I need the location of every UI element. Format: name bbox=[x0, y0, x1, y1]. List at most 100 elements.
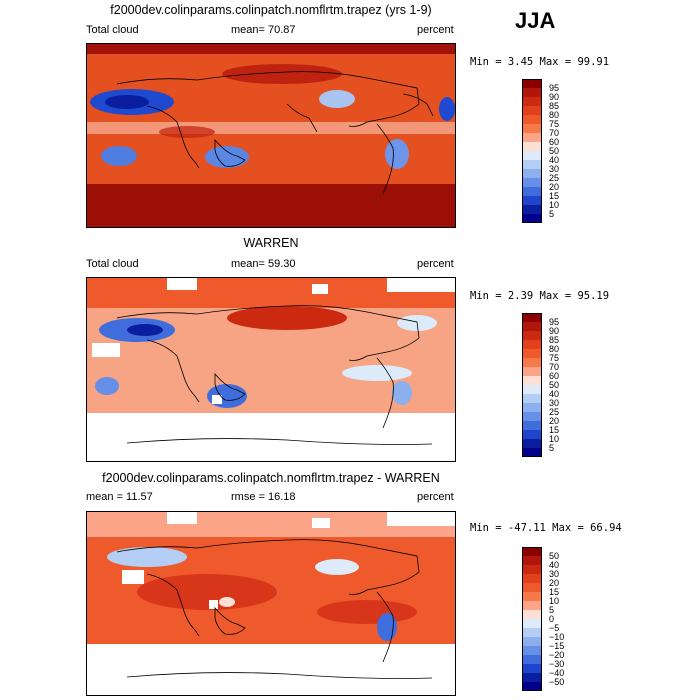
panel3-colorbar-label: 15 bbox=[549, 587, 560, 597]
panel1-low-cloud-core bbox=[105, 95, 149, 109]
panel2-colorbar-swatch bbox=[522, 313, 542, 322]
panel1-map bbox=[86, 43, 456, 228]
panel3-colorbar-swatch bbox=[522, 556, 542, 565]
panel2-units-label: percent bbox=[417, 258, 454, 270]
panel1-colorbar-swatch bbox=[522, 196, 542, 205]
panel2-title: WARREN bbox=[243, 236, 299, 250]
panel2-colorbar-swatch bbox=[522, 340, 542, 349]
panel2-missing-data bbox=[167, 278, 197, 290]
panel2-colorbar-swatch bbox=[522, 430, 542, 439]
panel2-missing-data bbox=[87, 413, 455, 461]
panel1-colorbar-swatch bbox=[522, 88, 542, 97]
panel3-colorbar-label: −10 bbox=[549, 632, 565, 642]
panel2-colorbar-swatch bbox=[522, 331, 542, 340]
panel1-title: f2000dev.colinparams.colinpatch.nomflrtm… bbox=[110, 3, 432, 17]
panel2-minmax: Min = 2.39 Max = 95.19 bbox=[470, 290, 610, 302]
panel2-colorbar-label: 95 bbox=[549, 317, 560, 327]
panel1-colorbar-swatch bbox=[522, 142, 542, 151]
panel3-colorbar-swatch bbox=[522, 565, 542, 574]
panel2-colorbar-label: 10 bbox=[549, 434, 560, 444]
panel1-low-cloud-region bbox=[101, 146, 137, 166]
panel2-low-cloud-region bbox=[392, 381, 412, 405]
panel3-positive-region bbox=[317, 600, 417, 624]
panel2-missing-data bbox=[92, 343, 120, 357]
panel1-colorbar-swatch bbox=[522, 151, 542, 160]
panel1-units-label: percent bbox=[417, 24, 454, 36]
panel1-colorbar-swatch bbox=[522, 205, 542, 214]
panel1-colorbar-swatch bbox=[522, 115, 542, 124]
panel2-colorbar-label: 5 bbox=[549, 443, 555, 453]
panel3-colorbar-swatch bbox=[522, 601, 542, 610]
panel1-high-cloud-region bbox=[222, 64, 342, 84]
panel3-colorbar-label: −20 bbox=[549, 650, 565, 660]
panel1-colorbar-swatch bbox=[522, 187, 542, 196]
panel2-high-cloud-region bbox=[227, 306, 347, 330]
panel2-colorbar-label: 20 bbox=[549, 416, 560, 426]
panel1-colorbar-swatch bbox=[522, 214, 542, 223]
panel3-missing-data bbox=[87, 644, 455, 695]
panel3-colorbar-label: 30 bbox=[549, 569, 560, 579]
panel3-colorbar: 50 40 30 20 15 10 5 0 −5 −10 −15 −20 −30 −40 −50 bbox=[522, 547, 564, 691]
panel2-colorbar-swatch bbox=[522, 322, 542, 331]
panel1-colorbar-label: 40 bbox=[549, 155, 560, 165]
panel1-colorbar-swatch bbox=[522, 97, 542, 106]
panel3-colorbar-swatch bbox=[522, 619, 542, 628]
panel3-missing-data bbox=[387, 512, 455, 526]
panel2-colorbar-swatch bbox=[522, 421, 542, 430]
panel2-colorbar-swatch bbox=[522, 394, 542, 403]
panel1-variable-label: Total cloud bbox=[86, 24, 139, 36]
panel1-colorbar-label: 90 bbox=[549, 92, 560, 102]
panel3-missing-data bbox=[312, 518, 330, 528]
panel1-colorbar: 95 90 85 80 75 70 60 50 40 30 25 20 15 10 5 bbox=[522, 79, 559, 223]
panel3-colorbar-label: 5 bbox=[549, 605, 555, 615]
panel3-colorbar-swatch bbox=[522, 592, 542, 601]
panel2-colorbar-label: 50 bbox=[549, 380, 560, 390]
panel3-colorbar-swatch bbox=[522, 664, 542, 673]
panel2-map bbox=[86, 277, 456, 462]
panel2-low-cloud-core bbox=[127, 324, 163, 336]
panel1-colorbar-label: 15 bbox=[549, 191, 560, 201]
panel2-colorbar-swatch bbox=[522, 358, 542, 367]
panel3-colorbar-swatch bbox=[522, 574, 542, 583]
panel2-colorbar-label: 90 bbox=[549, 326, 560, 336]
panel2-coastlines bbox=[116, 305, 433, 445]
panel2-colorbar-label: 85 bbox=[549, 335, 560, 345]
panel2-colorbar-label: 40 bbox=[549, 389, 560, 399]
panel3-title: f2000dev.colinparams.colinpatch.nomflrtm… bbox=[102, 471, 440, 485]
panel1-colorbar-label: 30 bbox=[549, 164, 560, 174]
panel2-variable-label: Total cloud bbox=[86, 258, 139, 270]
panel2-missing-data bbox=[387, 278, 455, 292]
panel2-colorbar-label: 30 bbox=[549, 398, 560, 408]
panel2-low-cloud-region bbox=[342, 365, 412, 381]
panel1-colorbar-label: 95 bbox=[549, 83, 560, 93]
panel3-colorbar-label: 20 bbox=[549, 578, 560, 588]
panel1-colorbar-label: 50 bbox=[549, 146, 560, 156]
panel2-colorbar-label: 60 bbox=[549, 371, 560, 381]
panel3-colorbar-label: 50 bbox=[549, 551, 560, 561]
panel3-map bbox=[86, 511, 456, 696]
panel1-colorbar-swatch bbox=[522, 160, 542, 169]
season-label: JJA bbox=[515, 8, 556, 33]
panel1-colorbar-label: 75 bbox=[549, 119, 560, 129]
panel3-neutral-region bbox=[219, 597, 235, 607]
panel2-colorbar-label: 75 bbox=[549, 353, 560, 363]
panel1-low-cloud-region bbox=[319, 90, 355, 108]
panel1-colorbar-label: 85 bbox=[549, 101, 560, 111]
panel2-colorbar-swatch bbox=[522, 403, 542, 412]
panel2-colorbar-swatch bbox=[522, 376, 542, 385]
panel3-mean-label: mean = 11.57 bbox=[86, 491, 153, 503]
panel1-low-cloud-region bbox=[385, 139, 409, 169]
panel1-colorbar-label: 80 bbox=[549, 110, 560, 120]
panel3-colorbar-swatch bbox=[522, 637, 542, 646]
panel3-colorbar-swatch bbox=[522, 646, 542, 655]
panel3-colorbar-label: 0 bbox=[549, 614, 555, 624]
panel3-colorbar-swatch bbox=[522, 682, 542, 691]
panel1-colorbar-label: 70 bbox=[549, 128, 560, 138]
panel3-colorbar-swatch bbox=[522, 610, 542, 619]
panel2-colorbar-label: 15 bbox=[549, 425, 560, 435]
panel1-low-cloud-region bbox=[439, 97, 455, 121]
panel1-coastlines bbox=[116, 71, 434, 195]
panel2-colorbar-swatch bbox=[522, 385, 542, 394]
panel3-colorbar-swatch bbox=[522, 655, 542, 664]
panel1-high-cloud-region bbox=[159, 126, 215, 138]
